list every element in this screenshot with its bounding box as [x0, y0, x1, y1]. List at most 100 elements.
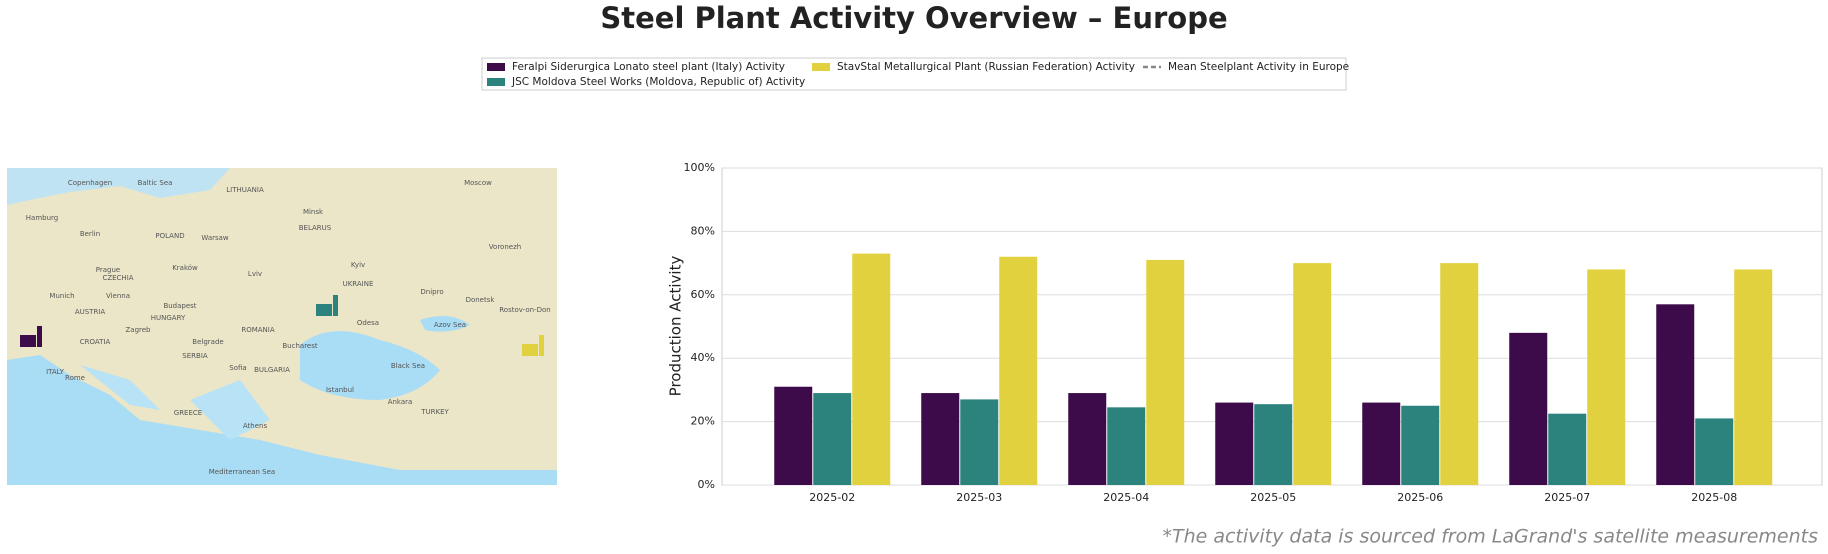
map — [7, 168, 557, 485]
map-label: Odesa — [357, 319, 379, 327]
bar — [774, 386, 813, 485]
map-label: Bucharest — [282, 342, 317, 350]
map-label: Copenhagen — [68, 179, 112, 187]
legend-swatch — [812, 63, 830, 71]
y-tick-label: 0% — [698, 478, 715, 491]
map-label: Zagreb — [125, 326, 151, 334]
bar — [1362, 402, 1401, 485]
map-label: Sofia — [229, 364, 246, 372]
y-tick-label: 80% — [691, 224, 715, 237]
y-tick-label: 40% — [691, 351, 715, 364]
map-label: Ankara — [388, 398, 413, 406]
map-label: CROATIA — [80, 338, 111, 346]
bar — [1401, 405, 1440, 485]
legend-swatch — [487, 78, 505, 86]
bar — [1695, 418, 1734, 485]
map-label: BELARUS — [299, 224, 332, 232]
bar — [1656, 304, 1695, 485]
bar — [1146, 259, 1185, 485]
map-label: Kraków — [172, 264, 198, 272]
map-label: SERBIA — [182, 352, 208, 360]
map-label: ROMANIA — [241, 326, 275, 334]
map-label: Black Sea — [391, 362, 425, 370]
map-label: Azov Sea — [434, 321, 466, 329]
map-label: GREECE — [174, 409, 202, 417]
map-label: Rome — [65, 374, 85, 382]
legend-label: StavStal Metallurgical Plant (Russian Fe… — [837, 61, 1135, 73]
bar — [1107, 407, 1146, 485]
x-tick-label: 2025-08 — [1691, 491, 1737, 504]
map-label: Belgrade — [192, 338, 223, 346]
map-label: Moscow — [464, 179, 492, 187]
x-tick-label: 2025-05 — [1250, 491, 1296, 504]
map-label: Donetsk — [466, 296, 496, 304]
plant-icon — [316, 295, 338, 316]
bar — [1509, 332, 1548, 485]
map-sea — [190, 380, 270, 440]
map-label: Voronezh — [489, 243, 521, 251]
map-label: Istanbul — [326, 386, 354, 394]
plant-icon — [522, 335, 544, 356]
x-tick-label: 2025-02 — [809, 491, 855, 504]
map-label: Mediterranean Sea — [209, 468, 275, 476]
map-sea — [80, 365, 160, 410]
chart-title: Steel Plant Activity Overview – Europe — [600, 1, 1227, 35]
map-label: Prague — [96, 266, 120, 274]
x-tick-label: 2025-04 — [1103, 491, 1149, 504]
map-label: Munich — [49, 292, 74, 300]
map-label: CZECHIA — [102, 274, 133, 282]
x-tick-label: 2025-07 — [1544, 491, 1590, 504]
map-label: UKRAINE — [343, 280, 374, 288]
map-label: HUNGARY — [151, 314, 186, 322]
map-sea — [7, 168, 230, 205]
x-tick-label: 2025-03 — [956, 491, 1002, 504]
map-label: LITHUANIA — [226, 186, 264, 194]
map-label: Budapest — [163, 302, 196, 310]
bar — [1587, 269, 1626, 485]
y-axis-label: Production Activity — [667, 256, 685, 397]
map-sea — [7, 355, 557, 485]
legend-label: JSC Moldova Steel Works (Moldova, Republ… — [511, 76, 805, 88]
map-label: AUSTRIA — [75, 308, 106, 316]
legend-box — [481, 57, 1347, 91]
legend-label: Feralpi Siderurgica Lonato steel plant (… — [512, 61, 785, 73]
map-label: POLAND — [155, 232, 184, 240]
map-label: ITALY — [46, 368, 65, 376]
map-label: Minsk — [303, 208, 324, 216]
y-tick-label: 60% — [691, 288, 715, 301]
map-sea — [420, 316, 470, 332]
map-label: Vienna — [106, 292, 130, 300]
map-label: Athens — [243, 422, 268, 430]
map-label: Berlin — [80, 230, 100, 238]
bar — [921, 393, 960, 485]
map-label: Baltic Sea — [138, 179, 173, 187]
x-tick-label: 2025-06 — [1397, 491, 1443, 504]
bar — [1215, 402, 1254, 485]
bar — [960, 399, 999, 485]
map-label: Dnipro — [420, 288, 443, 296]
bar — [813, 393, 852, 485]
map-label: Lviv — [248, 270, 262, 278]
map-label: Kyiv — [351, 261, 365, 269]
bar — [1440, 263, 1479, 485]
bar — [1068, 393, 1107, 485]
plant-icon — [20, 326, 42, 347]
y-tick-label: 20% — [691, 415, 715, 428]
bar — [1548, 413, 1587, 485]
bar — [999, 256, 1038, 485]
legend-label: Mean Steelplant Activity in Europe — [1168, 61, 1349, 73]
map-label: Warsaw — [201, 234, 229, 242]
map-label: BULGARIA — [254, 366, 290, 374]
footnote: *The activity data is sourced from LaGra… — [1162, 526, 1818, 548]
map-label: Hamburg — [26, 214, 58, 222]
bar — [852, 253, 891, 485]
map-label: TURKEY — [420, 408, 449, 416]
bar — [1734, 269, 1773, 485]
map-label: Rostov-on-Don — [499, 306, 550, 314]
bar — [1254, 404, 1293, 485]
y-tick-label: 100% — [684, 161, 715, 174]
bar — [1293, 263, 1332, 485]
legend-swatch — [487, 63, 505, 71]
map-sea — [300, 331, 440, 400]
